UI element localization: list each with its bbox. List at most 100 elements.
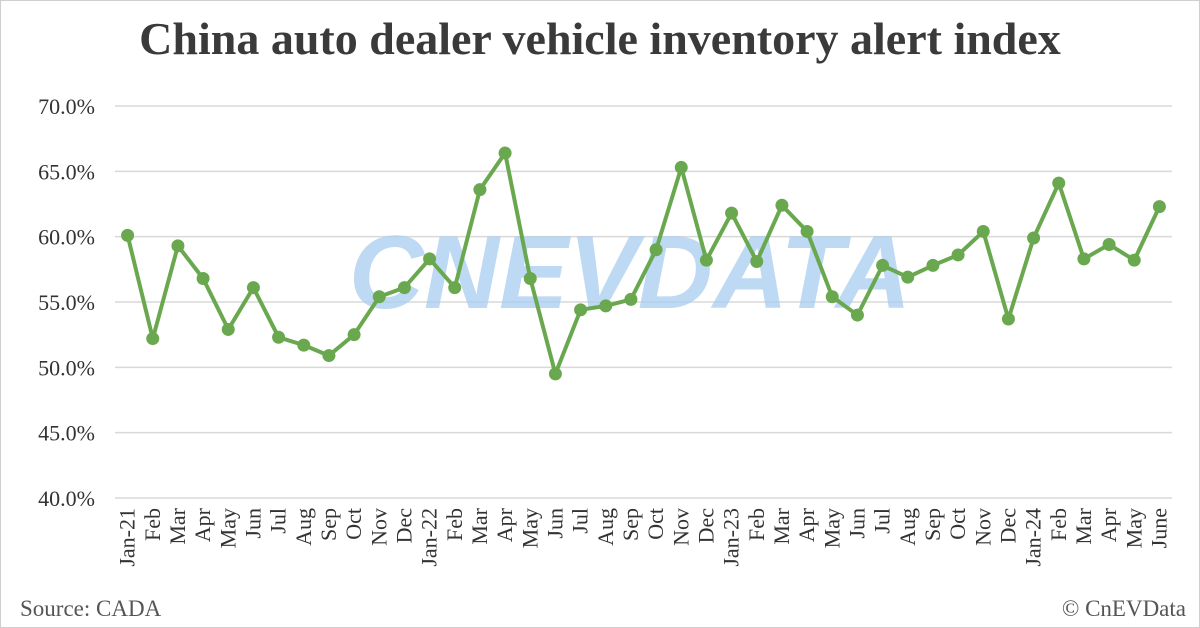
data-point: [523, 271, 537, 285]
data-point: [976, 224, 990, 238]
y-tick-label: 65.0%: [38, 159, 95, 184]
x-tick-label: Nov: [668, 508, 693, 546]
x-tick-label: Apr: [794, 507, 819, 542]
y-axis-ticks: 70.0% 65.0% 60.0% 55.0% 50.0% 45.0% 40.0%: [38, 94, 95, 511]
chart-title: China auto dealer vehicle inventory aler…: [139, 13, 1061, 64]
data-point: [800, 224, 814, 238]
data-point: [1027, 231, 1041, 245]
x-tick-label: May: [215, 508, 240, 548]
watermark: CNEVDATA: [349, 215, 911, 331]
x-tick-label: Nov: [970, 508, 995, 546]
data-point: [1127, 253, 1141, 267]
x-tick-label: Jul: [266, 508, 291, 534]
x-tick-label: May: [1121, 508, 1146, 548]
x-tick-label: Aug: [895, 508, 920, 546]
x-tick-label: May: [819, 508, 844, 548]
x-tick-label: Oct: [643, 508, 668, 540]
x-tick-label: Jan-22: [417, 508, 442, 567]
x-tick-label: Sep: [920, 508, 945, 541]
data-point: [951, 248, 965, 262]
x-tick-label: Feb: [744, 508, 769, 541]
data-point: [775, 198, 789, 212]
data-point: [624, 292, 638, 306]
x-tick-label: May: [517, 508, 542, 548]
data-point: [574, 303, 588, 317]
x-tick-label: Jul: [870, 508, 895, 534]
data-point: [901, 270, 915, 284]
data-point: [448, 281, 462, 295]
data-point: [699, 253, 713, 267]
data-point: [146, 332, 160, 346]
x-tick-label: Apr: [492, 507, 517, 542]
data-point: [926, 258, 940, 272]
x-tick-label: Mar: [165, 507, 190, 544]
data-point: [1102, 238, 1116, 252]
data-point: [423, 252, 437, 266]
x-tick-label: Dec: [693, 508, 718, 544]
data-point: [196, 271, 210, 285]
data-point: [825, 290, 839, 304]
y-tick-label: 60.0%: [38, 225, 95, 250]
x-tick-label: Apr: [190, 507, 215, 542]
x-tick-label: June: [1146, 508, 1171, 548]
x-tick-label: Feb: [1046, 508, 1071, 541]
y-tick-label: 55.0%: [38, 290, 95, 315]
x-tick-label: Jun: [542, 508, 567, 539]
x-tick-label: Jun: [240, 508, 265, 539]
data-point: [548, 367, 562, 381]
copyright-note: © CnEVData: [1061, 596, 1186, 621]
x-tick-label: Jan-23: [719, 508, 744, 567]
x-tick-label: Sep: [316, 508, 341, 541]
data-point: [372, 290, 386, 304]
source-note: Source: CADA: [20, 596, 162, 621]
data-point: [1152, 200, 1166, 214]
x-tick-label: Aug: [291, 508, 316, 546]
x-tick-label: Sep: [618, 508, 643, 541]
data-point: [221, 322, 235, 336]
data-point: [397, 281, 411, 295]
x-tick-label: Mar: [467, 507, 492, 544]
series-line: [121, 146, 1166, 381]
data-point: [246, 281, 260, 295]
x-tick-label: Feb: [140, 508, 165, 541]
data-point: [121, 228, 135, 242]
x-tick-label: Dec: [391, 508, 416, 544]
y-tick-label: 40.0%: [38, 486, 95, 511]
data-point: [347, 328, 361, 342]
x-tick-label: Aug: [593, 508, 618, 546]
x-tick-label: Jul: [568, 508, 593, 534]
data-point: [297, 338, 311, 352]
x-tick-label: Jan-24: [1021, 508, 1046, 567]
x-tick-label: Jun: [844, 508, 869, 539]
data-point: [1077, 252, 1091, 266]
x-tick-label: Oct: [945, 508, 970, 540]
gridlines: [115, 105, 1172, 499]
data-point: [322, 349, 336, 363]
x-tick-label: Mar: [769, 507, 794, 544]
data-point: [1001, 312, 1015, 326]
data-point: [850, 308, 864, 322]
data-point: [876, 258, 890, 272]
x-tick-label: Feb: [442, 508, 467, 541]
data-point: [498, 146, 512, 160]
x-tick-label: Dec: [995, 508, 1020, 544]
data-point: [1052, 176, 1066, 190]
y-tick-label: 45.0%: [38, 421, 95, 446]
x-tick-label: Apr: [1096, 507, 1121, 542]
x-tick-label: Mar: [1071, 507, 1096, 544]
x-axis-ticks: Jan-21 Feb Mar Apr May Jun Jul Aug Sep Oct Nov Dec J…: [115, 507, 1172, 566]
data-point: [171, 239, 185, 253]
data-point: [725, 206, 739, 220]
y-tick-label: 50.0%: [38, 355, 95, 380]
data-point: [272, 330, 286, 344]
data-point: [674, 160, 688, 174]
data-point: [599, 299, 613, 313]
data-point: [750, 254, 764, 268]
x-tick-label: Jan-21: [115, 508, 140, 567]
data-point: [649, 243, 663, 257]
data-point: [473, 183, 487, 197]
x-tick-label: Oct: [341, 508, 366, 540]
x-tick-label: Nov: [366, 508, 391, 546]
y-tick-label: 70.0%: [38, 94, 95, 119]
